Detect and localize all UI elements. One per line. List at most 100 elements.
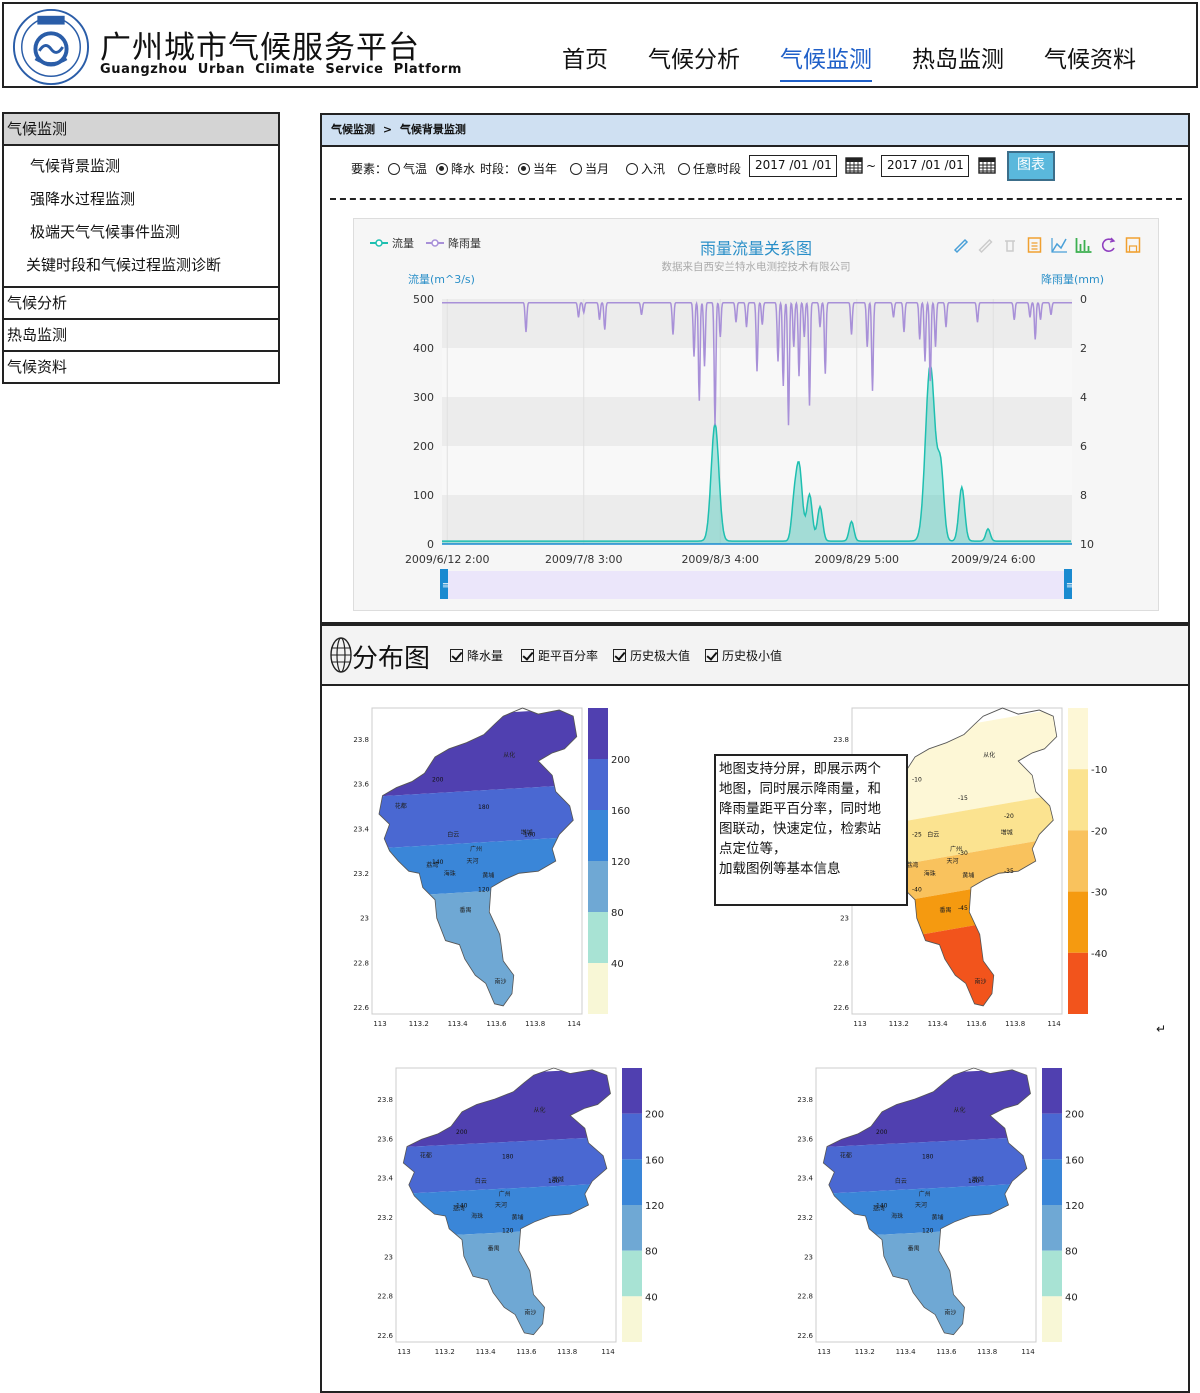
checkbox-anomaly-percent[interactable]: 距平百分率 (521, 647, 598, 664)
datazoom-right-handle[interactable] (1064, 569, 1072, 599)
mark-icon[interactable] (953, 238, 969, 254)
date-to-field[interactable]: 2017 /01 /01 (881, 155, 969, 177)
radio-this-year-control[interactable] (518, 162, 530, 175)
radio-this-month-control[interactable] (570, 162, 582, 175)
sidebar-item-key-period[interactable]: 关键时段和气候过程监测诊断 (26, 256, 222, 274)
map-history-max[interactable]: 从化 花都 白云 增城 广州 天河 荔湾 海珠 黄埔 番禺 南沙 113 113.2 113.4 113.6… (374, 1064, 704, 1364)
sidebar-group-climate-monitoring[interactable]: 气候监测 (2, 112, 280, 146)
left-tick-label: 100 (413, 489, 434, 502)
note-line: 地图，同时展示降雨量，和 (719, 781, 881, 797)
breadcrumb-parent[interactable]: 气候监测 (331, 123, 375, 136)
sidebar-item-heavy-rain[interactable]: 强降水过程监测 (30, 190, 136, 208)
radio-temperature[interactable]: 气温 (388, 160, 427, 177)
annotation-note: 地图支持分屏，即展示两个 地图，同时展示降雨量，和 降雨量距平百分率，同时地 图… (714, 754, 908, 906)
colorbar-label: 200 (645, 1110, 664, 1121)
sidebar-submenu: 气候背景监测 强降水过程监测 极端天气气候事件监测 关键时段和气候过程监测诊断 (2, 144, 280, 288)
sidebar-group-climate-data[interactable]: 气候资料 (2, 350, 280, 384)
checkbox-anomaly-percent-control[interactable] (521, 649, 534, 662)
sidebar-item-background[interactable]: 气候背景监测 (30, 157, 121, 175)
date-from-field[interactable]: 2017 /01 /01 (749, 155, 837, 177)
map-precipitation[interactable]: 从化 花都 白云 增城 广州 天河 荔湾 海珠 黄埔 番禺 南沙 113 113.2 113.4 113.6… (350, 704, 670, 1036)
show-chart-button[interactable]: 图表 (1007, 151, 1055, 181)
line-chart-icon[interactable] (1051, 238, 1067, 253)
checkbox-history-max-label: 历史极大值 (630, 649, 691, 663)
radio-this-year[interactable]: 当年 (518, 160, 557, 177)
nav-climate-data[interactable]: 气候资料 (1044, 47, 1136, 73)
district-label: 黄埔 (512, 1214, 524, 1222)
colorbar-swatch (622, 1205, 642, 1251)
legend-rain-label: 降雨量 (448, 236, 481, 250)
district-label: 番禺 (908, 1246, 920, 1253)
radio-precipitation[interactable]: 降水 (436, 160, 475, 177)
radio-flood-season-control[interactable] (626, 162, 638, 175)
district-label: 花都 (840, 1152, 852, 1160)
radio-custom-period[interactable]: 任意时段 (678, 160, 741, 177)
mark-clear-icon[interactable] (1005, 240, 1015, 252)
contour-label: 180 (478, 804, 490, 811)
sidebar-group-heat-island[interactable]: 热岛监测 (2, 318, 280, 352)
note-line: 图联动，快速定位，检索站 (719, 821, 881, 837)
site-subtitle: Guangzhou Urban Climate Service Platform (100, 62, 463, 77)
nav-climate-analysis[interactable]: 气候分析 (648, 47, 740, 73)
map-y-tick: 23 (360, 915, 369, 923)
header: 广州城市气候服务平台 Guangzhou Urban Climate Servi… (2, 2, 1198, 88)
datazoom-left-handle[interactable] (440, 569, 448, 599)
datazoom-slider[interactable]: ≡ ≡ (440, 569, 1074, 599)
contour-label: 120 (922, 1227, 934, 1234)
calendar-icon[interactable] (845, 156, 863, 174)
nav-home[interactable]: 首页 (562, 47, 608, 73)
district-label: 增城 (1001, 828, 1013, 836)
map-x-tick: 114 (567, 1020, 581, 1028)
colorbar-label: -20 (1091, 826, 1107, 837)
checkbox-history-max-control[interactable] (613, 649, 626, 662)
radio-precipitation-control[interactable] (436, 162, 448, 175)
checkbox-history-max[interactable]: 历史极大值 (613, 647, 690, 664)
checkbox-history-min[interactable]: 历史极小值 (705, 647, 782, 664)
radio-temperature-control[interactable] (388, 162, 400, 175)
save-image-icon[interactable] (1125, 237, 1141, 253)
map-y-tick: 23.4 (353, 825, 369, 833)
contour-label: 200 (456, 1129, 468, 1136)
map-x-tick: 113.8 (525, 1020, 545, 1028)
map-x-tick: 113.6 (936, 1348, 957, 1356)
colorbar-label: 200 (611, 755, 630, 766)
district-label: 天河 (495, 1201, 507, 1209)
map-x-tick: 113.2 (409, 1020, 429, 1028)
colorbar-label: 80 (1065, 1247, 1078, 1258)
contour-band (403, 1136, 611, 1195)
map-x-tick: 114 (1047, 1020, 1061, 1028)
map-history-min[interactable]: 从化 花都 白云 增城 广州 天河 荔湾 海珠 黄埔 番禺 南沙 113 113.2 113.4 113.6… (794, 1064, 1124, 1364)
nav-heat-island[interactable]: 热岛监测 (912, 47, 1004, 73)
district-label: 南沙 (524, 1309, 536, 1317)
map-y-tick: 23 (804, 1253, 813, 1261)
checkbox-precipitation-control[interactable] (450, 649, 463, 662)
legend-flow[interactable]: 流量 (370, 236, 414, 250)
radio-flood-season[interactable]: 入汛 (626, 160, 665, 177)
restore-icon[interactable] (1101, 237, 1116, 252)
checkbox-precipitation[interactable]: 降水量 (450, 647, 503, 664)
sidebar-item-extreme-events[interactable]: 极端天气气候事件监测 (30, 223, 181, 241)
contour-label: -30 (958, 850, 968, 857)
sidebar-group-climate-analysis[interactable]: 气候分析 (2, 286, 280, 320)
legend-rain[interactable]: 降雨量 (426, 236, 481, 250)
meteorology-logo-icon[interactable] (12, 8, 90, 86)
breadcrumb-current: 气候背景监测 (399, 123, 466, 136)
district-label: 增城 (972, 1175, 984, 1183)
checkbox-history-min-control[interactable] (705, 649, 718, 662)
nav-climate-monitoring[interactable]: 气候监测 (780, 40, 872, 82)
district-label: 天河 (467, 857, 479, 865)
plot-band (442, 495, 1072, 544)
bar-chart-icon[interactable] (1075, 238, 1092, 253)
mark-undo-icon[interactable] (978, 238, 993, 254)
radio-this-month[interactable]: 当月 (570, 160, 609, 177)
radio-custom-period-control[interactable] (678, 162, 690, 175)
left-tick-label: 0 (427, 538, 434, 551)
map-x-tick: 113.8 (977, 1348, 997, 1356)
calendar-icon[interactable] (978, 156, 996, 174)
data-view-icon[interactable] (1027, 237, 1042, 253)
left-tick-label: 300 (413, 391, 434, 404)
district-boundary (402, 1067, 611, 1336)
contour-label: -40 (912, 887, 922, 894)
colorbar-swatch (588, 759, 608, 810)
map-x-tick: 113.6 (486, 1020, 507, 1028)
